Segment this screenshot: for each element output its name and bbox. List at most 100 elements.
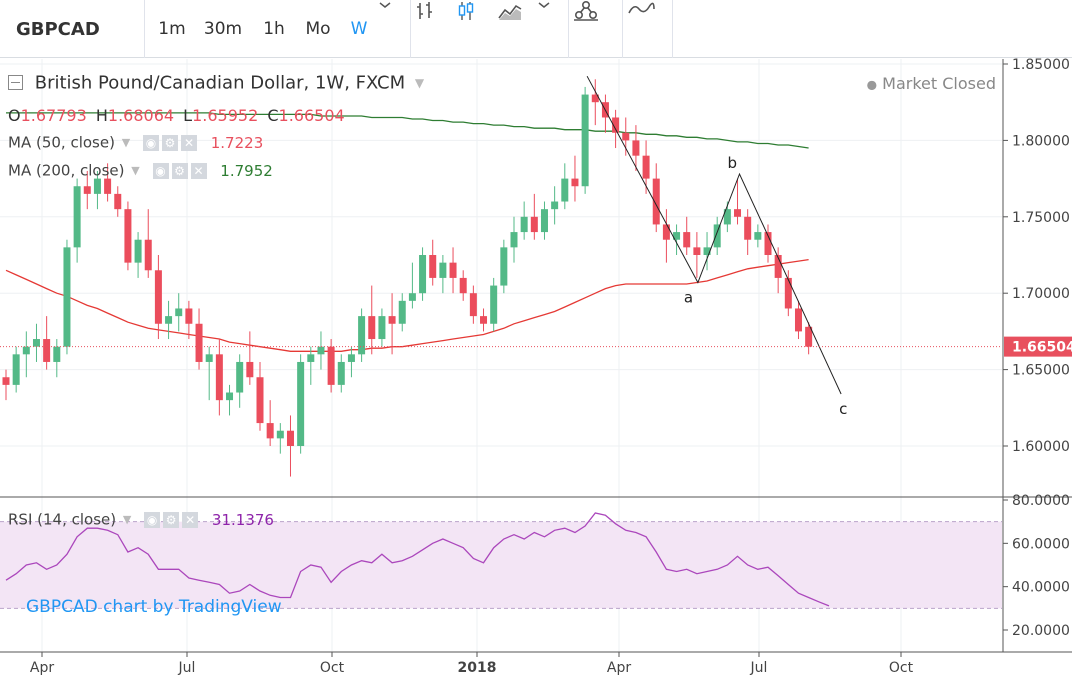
price-tick-label: 1.60000 — [1012, 439, 1070, 455]
area-chart-icon[interactable] — [497, 0, 537, 58]
candle — [713, 224, 721, 248]
candle — [134, 239, 142, 263]
candle — [286, 430, 294, 446]
ma200-legend: MA (200, close) ▼ ◉ ⚙ ✕ 1.7952 — [8, 161, 273, 180]
ma50-series — [5, 258, 809, 352]
symbol-search-button[interactable]: GBPCAD — [16, 18, 100, 40]
candle — [63, 247, 71, 347]
market-status-label: Market Closed — [882, 74, 996, 93]
low-value: 1.65952 — [192, 106, 259, 125]
timeframe-mo-button[interactable]: Mo — [305, 19, 331, 39]
eye-icon[interactable]: ◉ — [152, 162, 169, 179]
candle — [256, 377, 264, 424]
candle — [378, 316, 386, 340]
candle — [510, 232, 518, 248]
ma50-legend: MA (50, close) ▼ ◉ ⚙ ✕ 1.7223 — [8, 133, 263, 152]
timeframe-30m-button[interactable]: 30m — [203, 19, 243, 39]
close-icon[interactable]: ✕ — [180, 134, 197, 151]
high-label: H — [95, 106, 108, 125]
toolbar-divider — [672, 0, 673, 58]
indicators-icon[interactable] — [570, 0, 620, 58]
candle — [500, 247, 508, 286]
rsi-tick-label: 60.0000 — [1012, 536, 1070, 552]
candle — [520, 216, 528, 233]
candle — [449, 262, 457, 278]
bar-chart-icon[interactable] — [414, 0, 454, 58]
candle — [154, 270, 162, 324]
open-value: 1.67793 — [20, 106, 87, 125]
wave-label-c: c — [839, 400, 847, 418]
ma50-line — [5, 258, 809, 352]
collapse-legend-icon[interactable] — [8, 74, 23, 90]
close-icon[interactable]: ✕ — [182, 511, 199, 528]
candle — [612, 117, 620, 133]
candle — [622, 132, 630, 141]
candle — [22, 346, 30, 355]
compare-icon[interactable] — [626, 0, 670, 58]
candle — [683, 232, 691, 248]
rsi-legend: RSI (14, close) ▼ ◉ ⚙ ✕ 31.1376 — [8, 510, 274, 529]
chart-legend: British Pound/Canadian Dollar, 1W, FXCM … — [8, 72, 424, 94]
candle — [53, 346, 61, 362]
candle — [73, 186, 81, 248]
market-status: ● Market Closed — [866, 74, 996, 93]
candle — [205, 354, 213, 362]
price-tick-label: 1.65000 — [1012, 363, 1070, 379]
chevron-down-icon[interactable]: ▼ — [122, 513, 132, 526]
timeframe-1h-button[interactable]: 1h — [263, 19, 285, 39]
candle — [93, 178, 101, 194]
top-toolbar: GBPCAD 1m 30m 1h Mo W — [0, 0, 1072, 58]
candle — [236, 361, 244, 393]
open-label: O — [8, 106, 21, 125]
eye-icon[interactable]: ◉ — [142, 134, 159, 151]
high-value: 1.68064 — [107, 106, 175, 125]
last-price-label: 1.66504 — [1012, 340, 1072, 356]
candle — [276, 430, 284, 439]
chevron-down-icon[interactable]: ▼ — [121, 136, 131, 149]
candle — [652, 178, 660, 225]
ma50-value: 1.7223 — [210, 133, 264, 152]
candle — [490, 285, 498, 324]
close-value: 1.66504 — [278, 106, 345, 125]
time-tick-label: Jul — [750, 660, 768, 676]
gear-icon[interactable]: ⚙ — [171, 162, 188, 179]
candle — [693, 247, 701, 255]
rsi-series — [5, 512, 830, 607]
timeframe-1m-button[interactable]: 1m — [158, 19, 186, 39]
timeframe-w-button[interactable]: W — [350, 19, 368, 39]
price-tick-label: 1.75000 — [1012, 210, 1070, 226]
candle — [114, 193, 122, 210]
rsi-tick-label: 80.0000 — [1012, 493, 1070, 509]
price-tick-label: 1.85000 — [1012, 57, 1070, 73]
ohlc-values: O1.67793 H1.68064 L1.65952 C1.66504 — [8, 105, 345, 125]
candle — [83, 186, 91, 194]
gear-icon[interactable]: ⚙ — [163, 511, 180, 528]
chevron-down-icon[interactable] — [537, 0, 565, 58]
chevron-down-icon[interactable] — [378, 0, 406, 58]
ma200-series — [6, 112, 809, 149]
ma200-label: MA (200, close) — [8, 161, 125, 180]
candle — [439, 262, 447, 278]
candlestick-icon[interactable] — [455, 0, 495, 58]
low-label: L — [183, 106, 193, 125]
candle — [805, 326, 813, 347]
eye-icon[interactable]: ◉ — [144, 511, 161, 528]
candle — [764, 232, 772, 255]
close-icon[interactable]: ✕ — [190, 162, 207, 179]
candle — [754, 232, 762, 240]
candle — [2, 377, 10, 385]
candle — [297, 361, 305, 446]
candle — [124, 209, 132, 263]
candle — [530, 216, 538, 233]
candle — [246, 361, 254, 378]
chevron-down-icon[interactable]: ▼ — [414, 76, 425, 90]
candle — [175, 308, 183, 317]
candle — [723, 209, 731, 225]
gear-icon[interactable]: ⚙ — [161, 134, 178, 151]
ma50-label: MA (50, close) — [8, 133, 115, 152]
watermark: GBPCAD chart by TradingView — [26, 597, 282, 617]
candle — [398, 300, 406, 324]
rsi-label: RSI (14, close) — [8, 510, 117, 529]
chevron-down-icon[interactable]: ▼ — [131, 164, 140, 177]
